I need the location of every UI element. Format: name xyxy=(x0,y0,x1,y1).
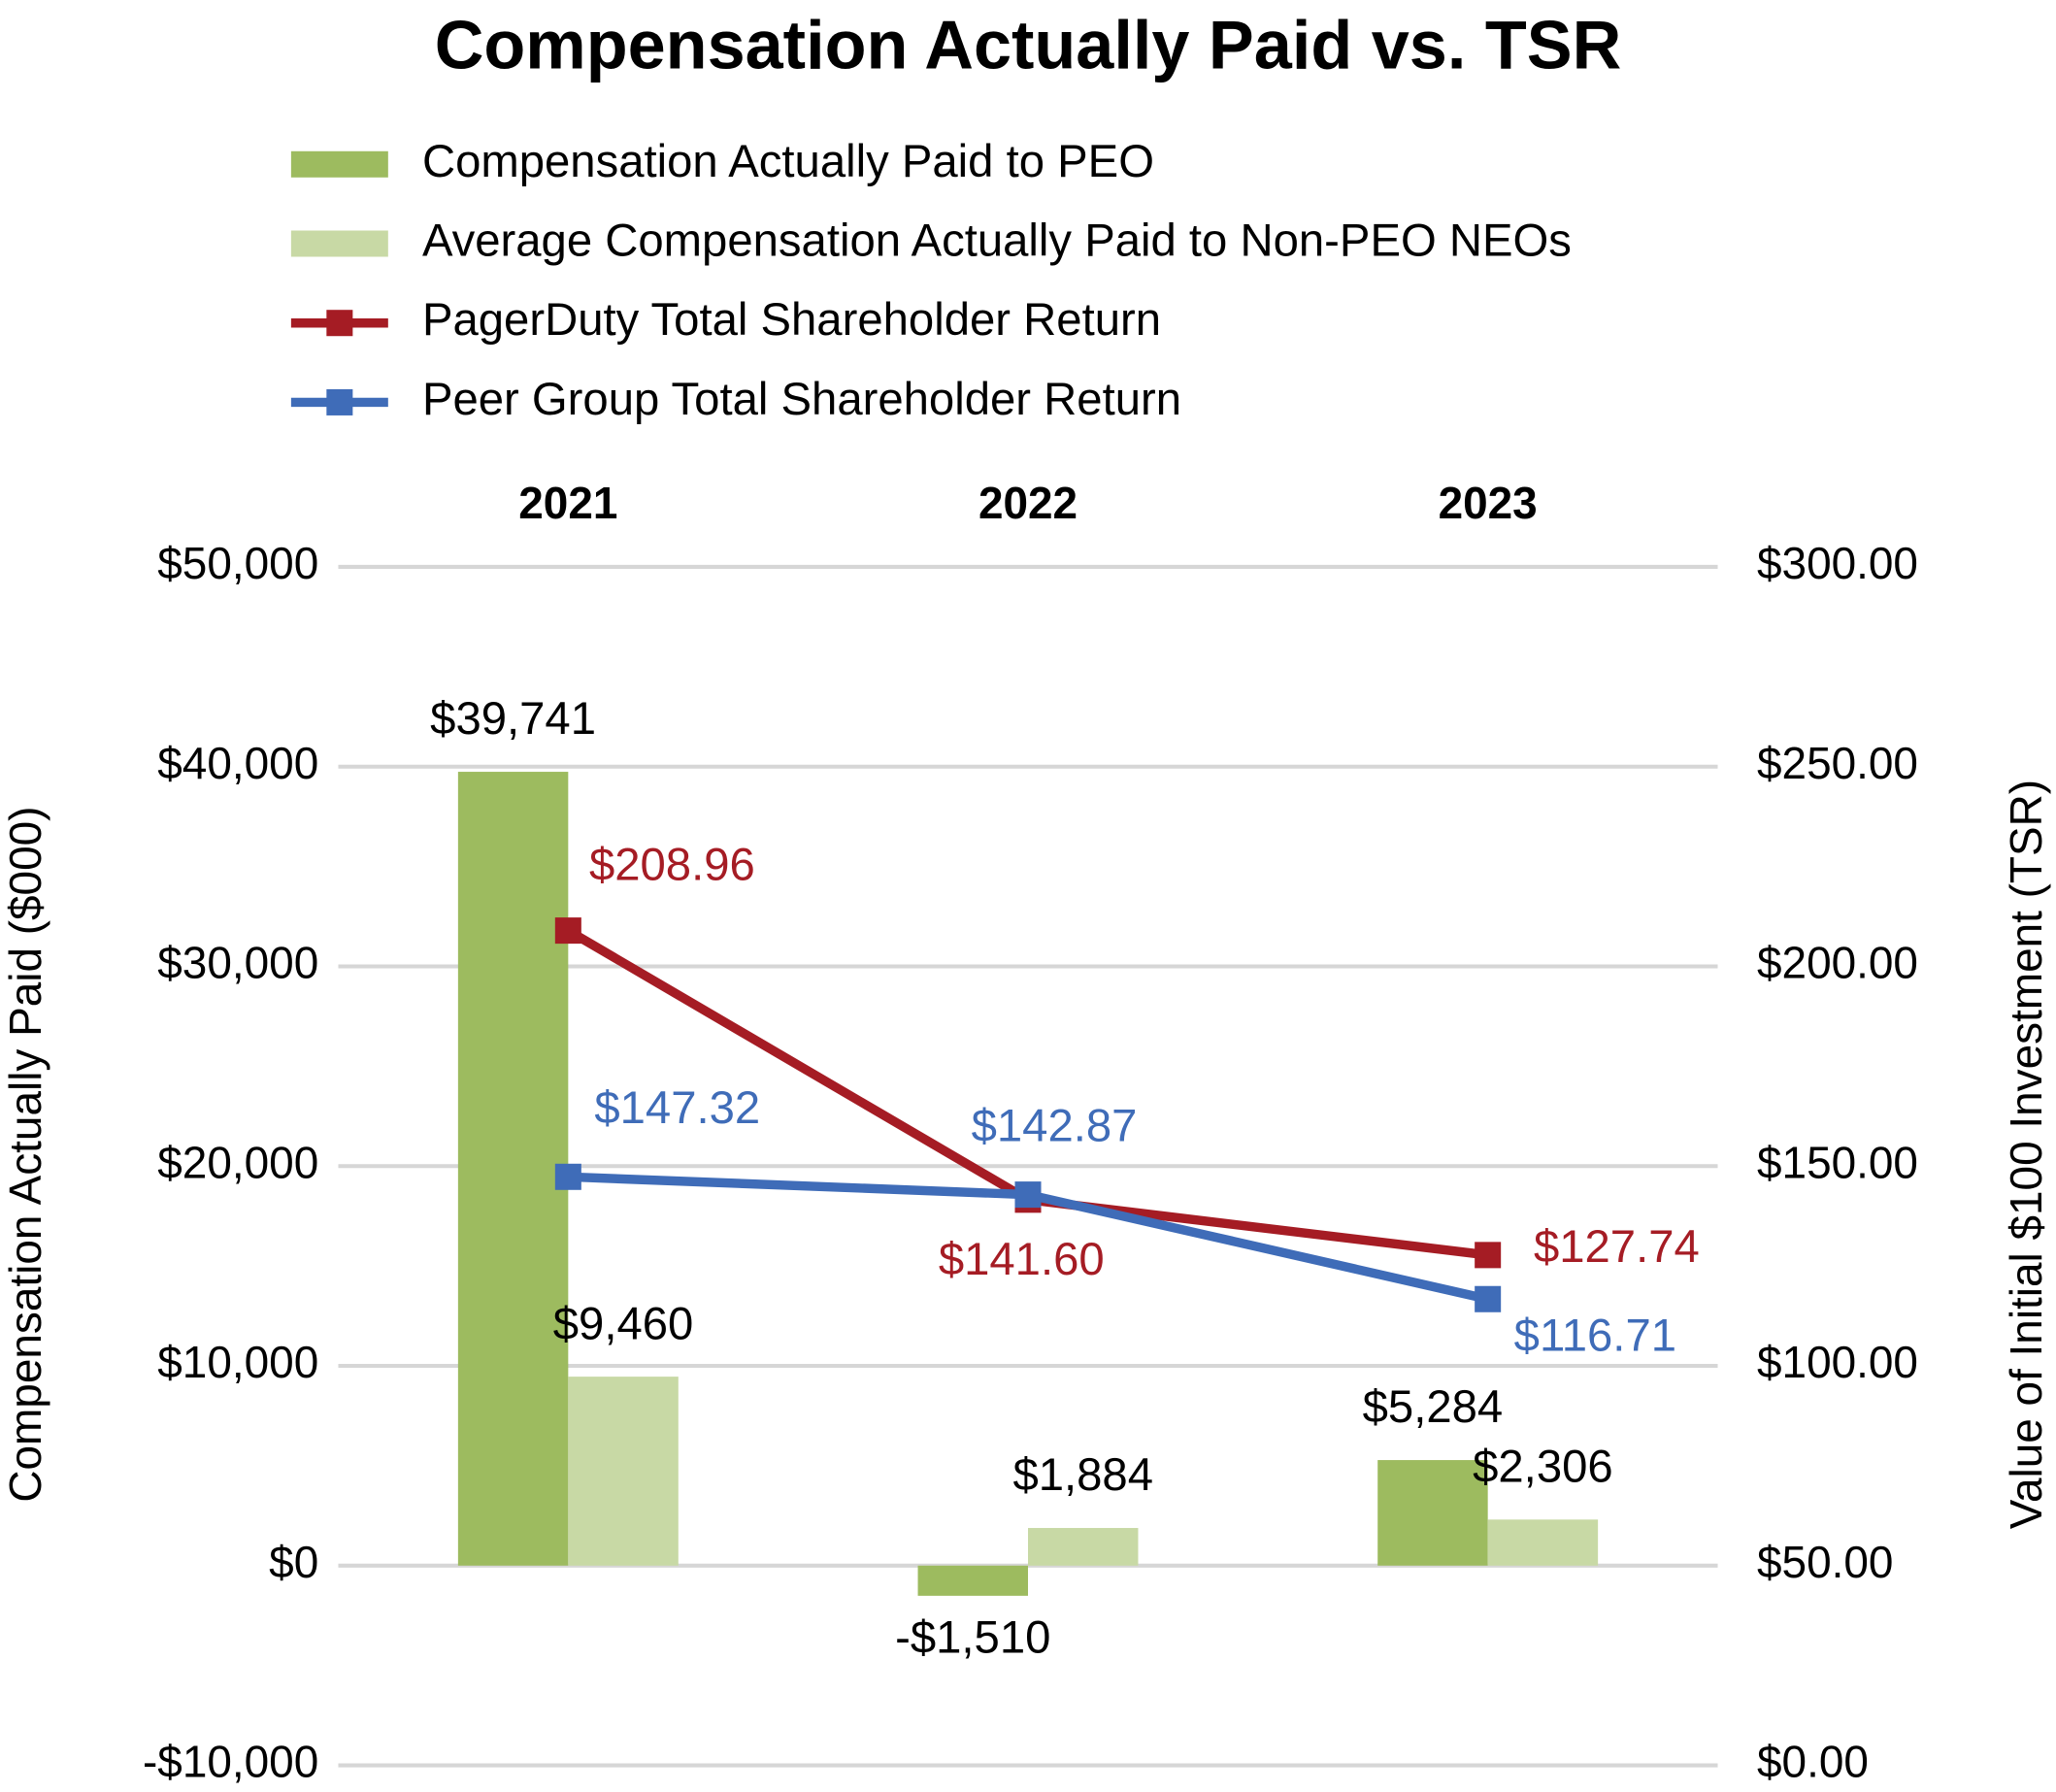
legend-label: Compensation Actually Paid to PEO xyxy=(422,136,1154,187)
y2-tick-label: $50.00 xyxy=(1757,1537,1893,1587)
y2-tick-label: $200.00 xyxy=(1757,938,1918,988)
y-tick-label: $30,000 xyxy=(157,938,318,988)
line-marker xyxy=(554,917,581,945)
y2-tick-label: $300.00 xyxy=(1757,538,1918,588)
line-marker xyxy=(1014,1181,1042,1209)
y2-tick-label: $250.00 xyxy=(1757,738,1918,788)
y-tick-label: $40,000 xyxy=(157,738,318,788)
line-value-label: $116.71 xyxy=(1514,1310,1676,1361)
legend-marker xyxy=(326,310,353,337)
y2-tick-label: $100.00 xyxy=(1757,1337,1918,1387)
bar-value-label: $5,284 xyxy=(1363,1381,1504,1433)
y-tick-label: -$10,000 xyxy=(143,1737,318,1787)
bar-value-label: $9,460 xyxy=(553,1298,694,1349)
legend-label: Peer Group Total Shareholder Return xyxy=(422,374,1181,425)
line-marker xyxy=(554,1163,581,1190)
x-tick-label: 2023 xyxy=(1439,478,1538,528)
legend-swatch xyxy=(290,150,388,178)
bar xyxy=(1377,1460,1488,1566)
bar-value-label: -$1,510 xyxy=(895,1611,1050,1663)
bar-value-label: $1,884 xyxy=(1012,1449,1153,1501)
legend-label: Average Compensation Actually Paid to No… xyxy=(422,215,1572,266)
line-value-label: $142.87 xyxy=(972,1101,1138,1152)
line-value-label: $208.96 xyxy=(589,839,755,890)
line-marker xyxy=(1475,1242,1502,1269)
x-tick-label: 2022 xyxy=(978,478,1078,528)
y-tick-label: $0 xyxy=(269,1537,318,1587)
y2-tick-label: $0.00 xyxy=(1757,1737,1869,1787)
chart-title: Compensation Actually Paid vs. TSR xyxy=(435,6,1622,83)
legend-label: PagerDuty Total Shareholder Return xyxy=(422,294,1161,346)
y-tick-label: $50,000 xyxy=(157,538,318,588)
line-marker xyxy=(1475,1285,1502,1312)
bar xyxy=(917,1565,1028,1596)
bar xyxy=(568,1377,679,1566)
bar-value-label: $2,306 xyxy=(1473,1441,1613,1492)
bar xyxy=(457,772,569,1566)
bar xyxy=(1028,1528,1139,1566)
y-axis-label: Compensation Actually Paid ($000) xyxy=(0,807,50,1503)
y2-axis-label: Value of Initial $100 Investment (TSR) xyxy=(2001,780,2051,1529)
line-value-label: $141.60 xyxy=(939,1234,1105,1285)
y2-tick-label: $150.00 xyxy=(1757,1137,1918,1187)
line-value-label: $127.74 xyxy=(1534,1221,1700,1273)
line-value-label: $147.32 xyxy=(594,1082,760,1134)
x-tick-label: 2021 xyxy=(518,478,617,528)
y-tick-label: $10,000 xyxy=(157,1337,318,1387)
legend-marker xyxy=(326,388,353,415)
legend-swatch xyxy=(290,230,388,257)
bar xyxy=(1487,1519,1599,1566)
y-tick-label: $20,000 xyxy=(157,1137,318,1187)
bar-value-label: $39,741 xyxy=(430,693,596,745)
